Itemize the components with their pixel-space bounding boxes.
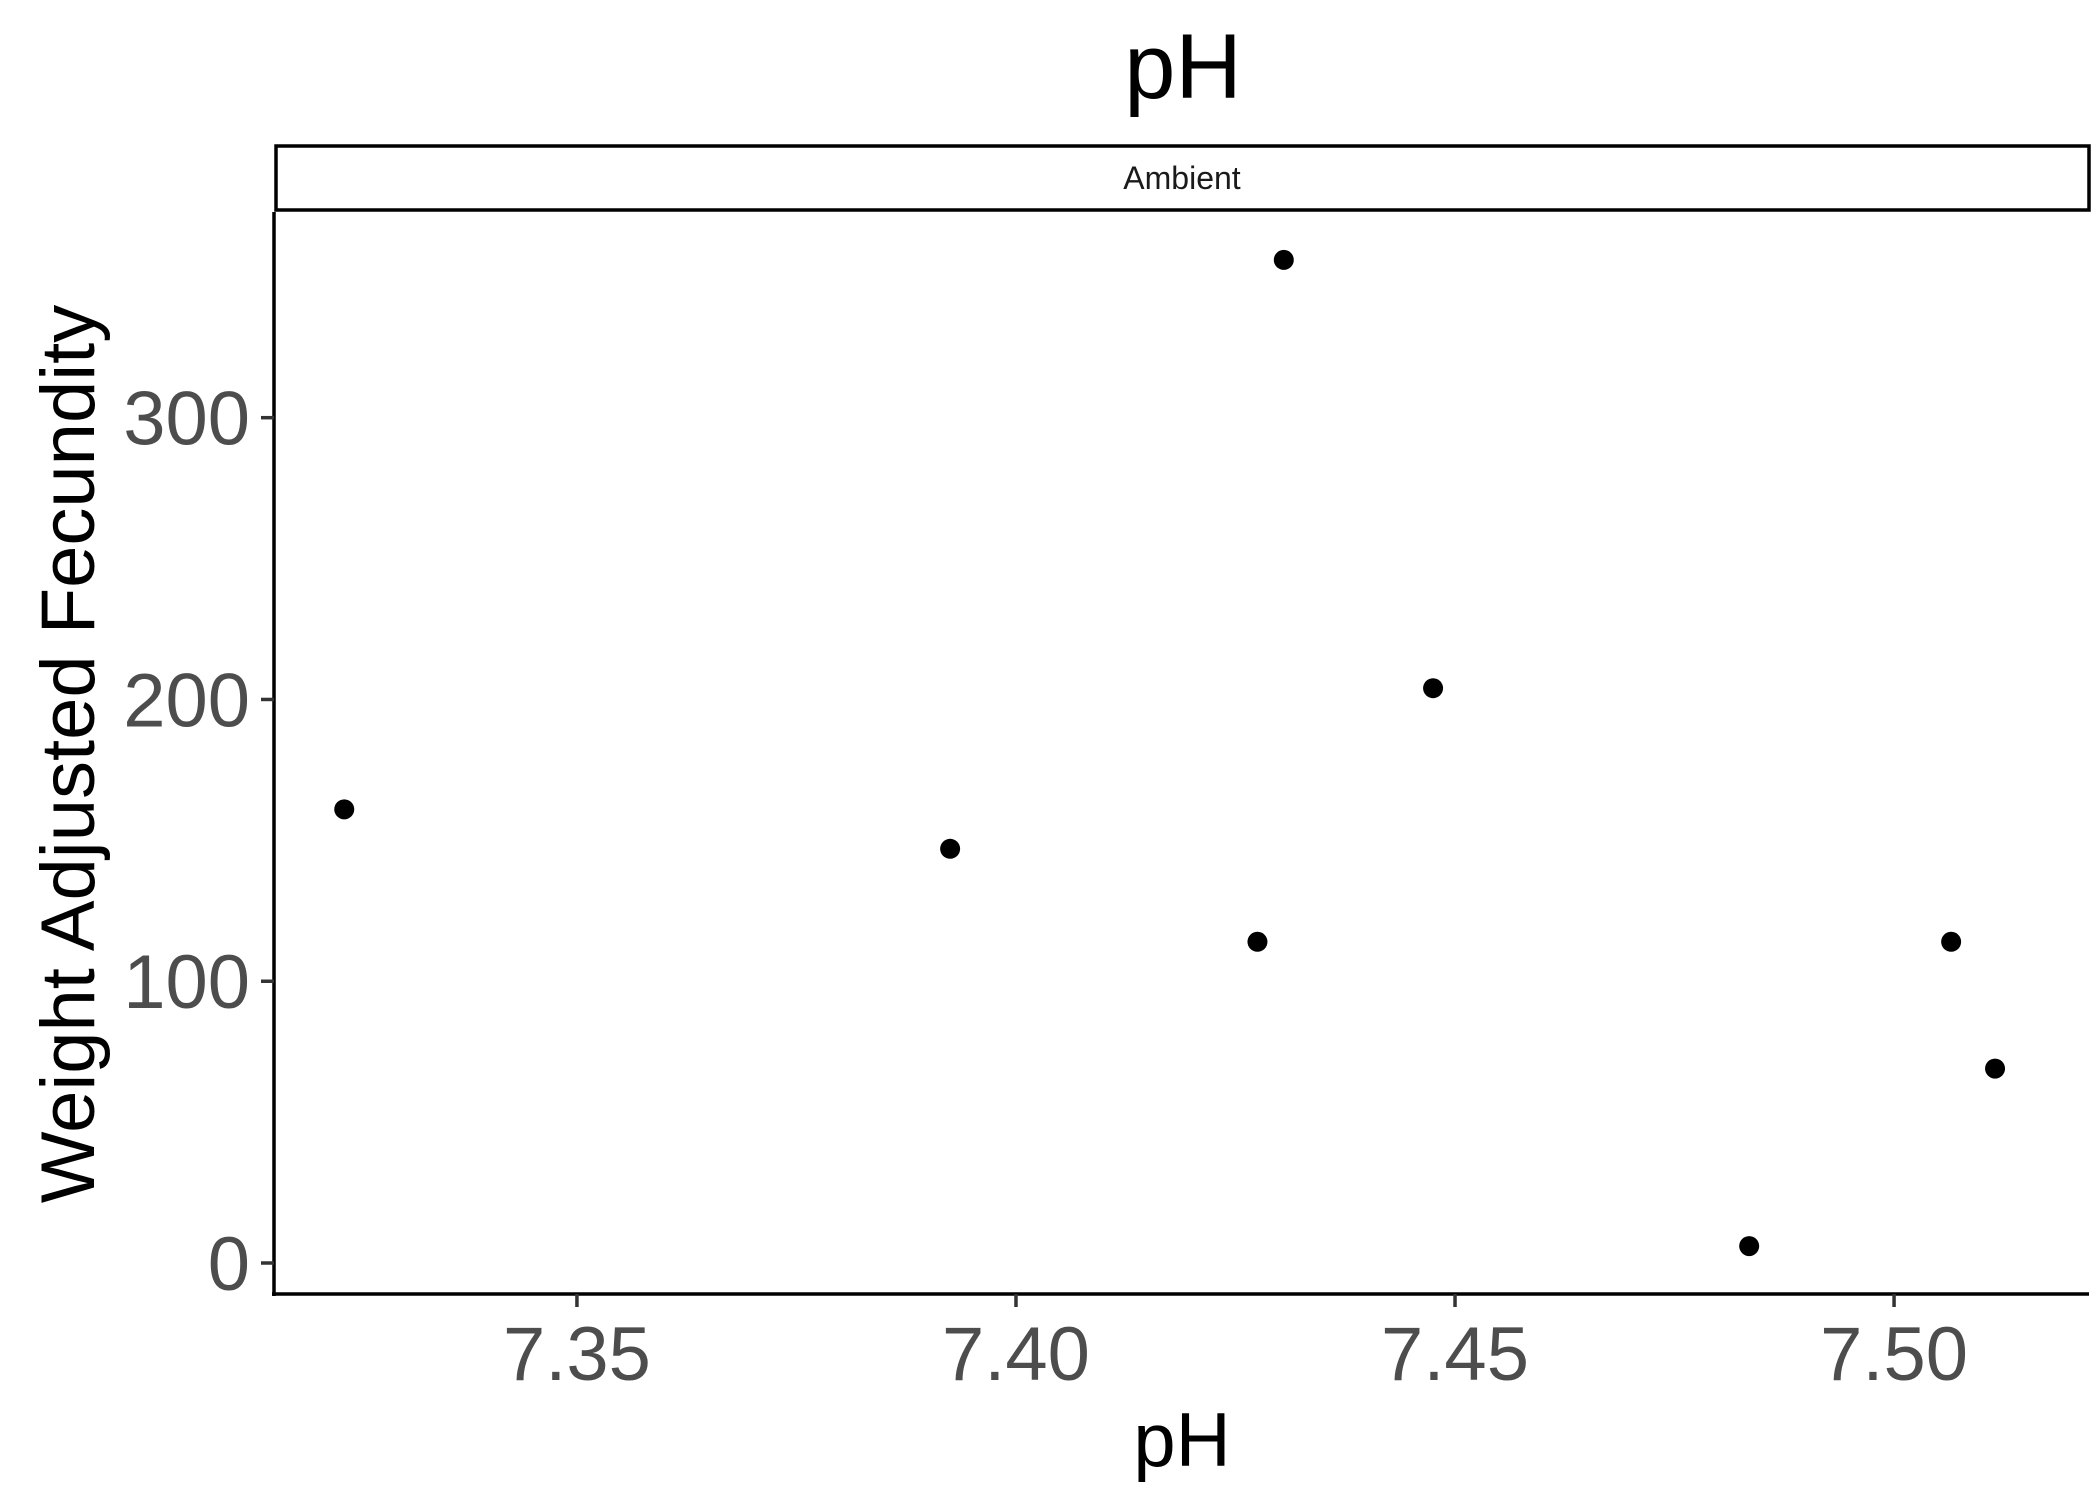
data-point (940, 838, 961, 859)
x-tick-label: 7.40 (942, 1312, 1090, 1397)
x-axis-ticks: 7.35 7.40 7.45 7.50 (503, 1294, 1968, 1397)
y-tick-label: 0 (208, 1222, 250, 1307)
data-point (1423, 678, 1444, 699)
x-tick-label: 7.45 (1381, 1312, 1529, 1397)
y-tick-label: 100 (123, 940, 250, 1025)
data-point (1985, 1058, 2006, 1079)
x-tick-label: 7.50 (1820, 1312, 1968, 1397)
x-axis-title: pH (1133, 1398, 1230, 1483)
chart-title: pH (1124, 16, 1242, 118)
y-tick-label: 200 (123, 658, 250, 743)
data-point (1739, 1236, 1760, 1257)
data-point (1247, 931, 1268, 952)
facet-strip-label: Ambient (1123, 160, 1241, 196)
y-axis-ticks: 0 100 200 300 (123, 377, 274, 1307)
data-point (1273, 249, 1294, 270)
data-point (334, 799, 355, 820)
x-tick-label: 7.35 (503, 1312, 651, 1397)
data-point (1941, 931, 1962, 952)
data-points (334, 249, 2006, 1257)
facet-strip: Ambient (274, 144, 2091, 212)
plot-area: 0 100 200 300 7.35 7.40 7.45 7.50 (123, 212, 2089, 1397)
facet-strip-box (274, 144, 2091, 212)
y-axis-title: Weight Adjusted Fecundity (26, 305, 111, 1203)
y-tick-label: 300 (123, 377, 250, 462)
